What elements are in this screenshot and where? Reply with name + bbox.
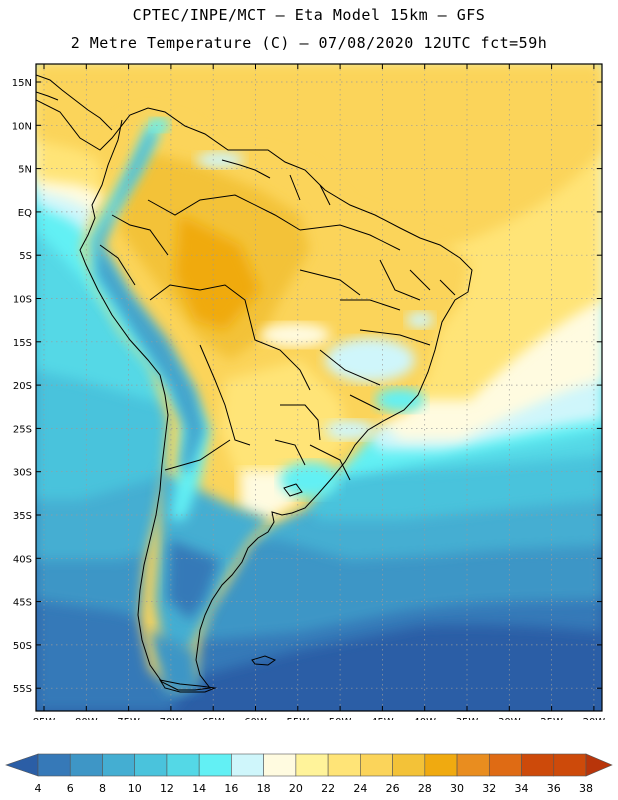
colorbar-arrow-left — [5, 753, 39, 777]
brazil-state-borders — [299, 224, 456, 411]
colorbar-swatch — [102, 753, 136, 777]
colorbar-label: 20 — [289, 782, 303, 795]
colorbar-swatch — [134, 753, 168, 777]
colorbar-swatch — [231, 753, 264, 777]
map-axes: 15N 10N 5N EQ 5S 10S 15S 20S 25S 30S 35S 40S 45S 50S 5… — [12, 64, 606, 720]
colorbar-arrow-right — [585, 753, 613, 777]
colorbar-label: 6 — [67, 782, 74, 795]
colorbar-label: 30 — [450, 782, 464, 795]
lagoa-dos-patos — [283, 483, 303, 497]
lon-label: 80W — [75, 717, 98, 720]
lat-label: 10N — [12, 121, 32, 132]
colorbar-label: 18 — [257, 782, 271, 795]
lat-label: 55S — [13, 684, 32, 695]
colorbar-swatch — [69, 753, 103, 777]
lat-label: 25S — [13, 424, 32, 435]
colorbar-swatch — [456, 753, 490, 777]
colorbar-label: 32 — [482, 782, 496, 795]
tierra-del-fuego — [158, 679, 217, 693]
temperature-field — [36, 64, 602, 711]
lon-label: 35W — [456, 717, 479, 720]
lat-label: 35S — [13, 511, 32, 522]
colorbar-label: 12 — [160, 782, 174, 795]
colorbar-swatch — [295, 753, 329, 777]
lat-label: 15S — [13, 338, 32, 349]
lat-label: 45S — [13, 598, 32, 609]
lat-label: 30S — [13, 468, 32, 479]
map-frame — [35, 63, 603, 712]
colorbar-swatch — [263, 753, 297, 777]
colorbar-label: 34 — [515, 782, 529, 795]
country-borders — [99, 159, 351, 481]
colorbar-label: 24 — [353, 782, 367, 795]
colorbar-label: 38 — [579, 782, 593, 795]
colorbar-swatch — [360, 753, 393, 777]
lon-label: 50W — [329, 717, 352, 720]
lat-label: 10S — [13, 295, 32, 306]
colorbar: 4 6 8 10 12 14 16 18 20 22 24 26 28 30 32 34 36 38 — [5, 753, 613, 795]
colorbar-swatch — [488, 753, 522, 777]
colorbar-swatch — [553, 753, 587, 777]
lat-label: 15N — [12, 78, 32, 89]
colorbar-swatch — [327, 753, 361, 777]
lat-label: 5N — [18, 165, 32, 176]
colorbar-label: 36 — [547, 782, 561, 795]
colorbar-label: 22 — [321, 782, 335, 795]
lon-label: 75W — [117, 717, 140, 720]
lon-label: 25W — [540, 717, 563, 720]
colorbar-label: 10 — [128, 782, 142, 795]
colorbar-swatch — [424, 753, 458, 777]
lon-label: 85W — [33, 717, 56, 720]
lat-label: 5S — [19, 251, 32, 262]
colorbar-label: 4 — [35, 782, 42, 795]
colorbar-label: 28 — [418, 782, 432, 795]
colorbar-swatch — [392, 753, 426, 777]
lon-label: 60W — [244, 717, 267, 720]
falkland-islands — [251, 655, 277, 666]
colorbar-swatch — [166, 753, 200, 777]
lat-label: 40S — [13, 554, 32, 565]
central-america-coastline — [36, 74, 113, 131]
title-line-2: 2 Metre Temperature (C) – 07/08/2020 12U… — [70, 34, 548, 52]
lon-label: 55W — [286, 717, 309, 720]
title-line-1: CPTEC/INPE/MCT – Eta Model 15km – GFS — [132, 6, 486, 24]
colorbar-label: 16 — [224, 782, 238, 795]
colorbar-swatch — [521, 753, 555, 777]
colorbar-label: 26 — [386, 782, 400, 795]
south-america-coastline — [36, 99, 473, 691]
colorbar-swatch — [198, 753, 232, 777]
lon-label: 65W — [202, 717, 225, 720]
lat-label: 50S — [13, 641, 32, 652]
colorbar-label: 8 — [99, 782, 106, 795]
colorbar-label: 14 — [192, 782, 206, 795]
lat-label: 20S — [13, 381, 32, 392]
lon-label: 30W — [498, 717, 521, 720]
colorbar-swatch — [37, 753, 71, 777]
lon-label: 40W — [413, 717, 436, 720]
lat-label: EQ — [18, 208, 32, 219]
coastlines-and-borders — [36, 74, 473, 693]
lon-label: 20W — [583, 717, 606, 720]
lon-label: 70W — [160, 717, 183, 720]
lon-label: 45W — [371, 717, 394, 720]
temperature-map: 15N 10N 5N EQ 5S 10S 15S 20S 25S 30S 35S 40S 45S 50S 5… — [12, 63, 606, 720]
